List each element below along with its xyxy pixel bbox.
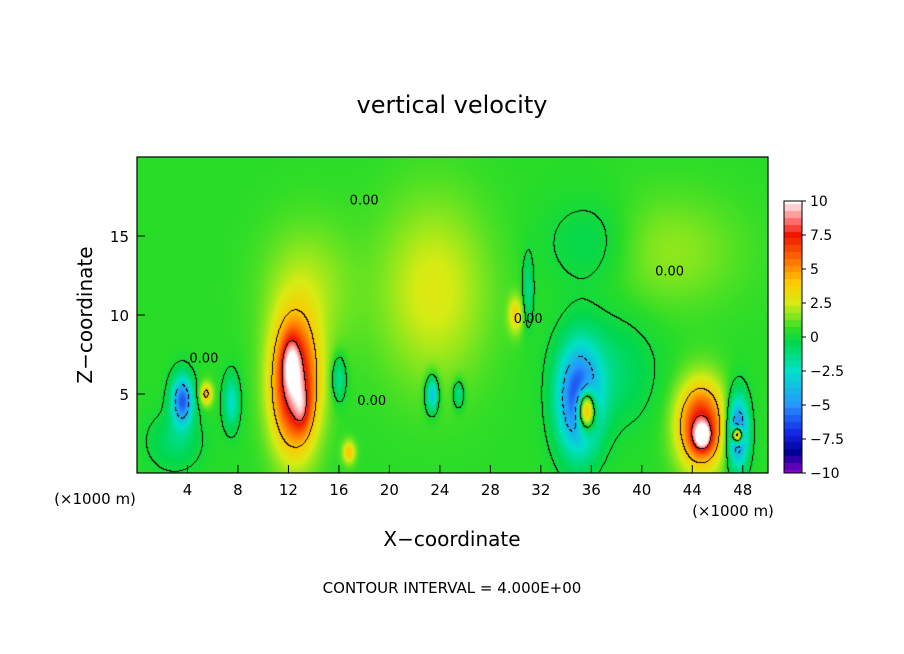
- x-tick-label: 8: [233, 481, 243, 499]
- colorbar-tick-label: 10: [810, 194, 828, 210]
- colorbar-tick-label: 7.5: [810, 228, 832, 244]
- contour-label: 0.00: [350, 193, 379, 208]
- colorbar-ticks: 10 7.5 5 2.5 0 −2.5 −5 −7.5 −10: [802, 194, 844, 482]
- x-tick-label: 48: [733, 481, 752, 499]
- x-tick-label: 4: [183, 481, 193, 499]
- x-tick-label: 28: [481, 481, 500, 499]
- contour-labels: 0.00 0.00 0.00 0.00 0.00: [189, 193, 684, 409]
- colorbar-tick-label: −5: [810, 398, 831, 414]
- colorbar: 10 7.5 5 2.5 0 −2.5 −5 −7.5 −10: [783, 194, 844, 482]
- plot-area: 0.000.000.000.000.00 4 8 12 16 20 24 28 32 36 40 4…: [110, 156, 769, 499]
- velocity-heatmap: [137, 157, 768, 473]
- x-axis-ticks: 4 8 12 16 20 24 28 32 36 40 44 48: [183, 465, 752, 499]
- chart-title: vertical velocity: [357, 91, 548, 119]
- colorbar-tick-label: 2.5: [810, 296, 832, 312]
- x-unit-right: (×1000 m): [692, 502, 774, 520]
- x-tick-label: 16: [329, 481, 348, 499]
- colorbar-gradient: [784, 201, 802, 473]
- x-tick-label: 12: [279, 481, 298, 499]
- x-tick-label: 32: [531, 481, 550, 499]
- colorbar-tick-label: −7.5: [810, 432, 844, 448]
- x-axis-label: X−coordinate: [383, 527, 520, 551]
- contour-label: 0.00: [357, 394, 386, 409]
- y-axis-label: Z−coordinate: [73, 246, 97, 383]
- contour-label: 0.00: [189, 351, 218, 366]
- colorbar-tick-label: −2.5: [810, 364, 844, 380]
- colorbar-tick-label: −10: [810, 466, 840, 482]
- x-tick-label: 24: [430, 481, 449, 499]
- x-tick-label: 40: [632, 481, 651, 499]
- y-axis-ticks: 5 10 15: [110, 228, 145, 404]
- x-unit-left: (×1000 m): [54, 490, 136, 508]
- x-tick-label: 36: [582, 481, 601, 499]
- contour-label: 0.00: [514, 312, 543, 327]
- y-tick-label: 15: [110, 228, 129, 246]
- y-tick-label: 5: [119, 386, 129, 404]
- contour-interval-note: CONTOUR INTERVAL = 4.000E+00: [323, 579, 582, 597]
- x-tick-label: 44: [683, 481, 702, 499]
- colorbar-tick-label: 5: [810, 262, 819, 278]
- x-tick-label: 20: [380, 481, 399, 499]
- y-tick-label: 10: [110, 307, 129, 325]
- contour-label: 0.00: [655, 265, 684, 280]
- colorbar-tick-label: 0: [810, 330, 819, 346]
